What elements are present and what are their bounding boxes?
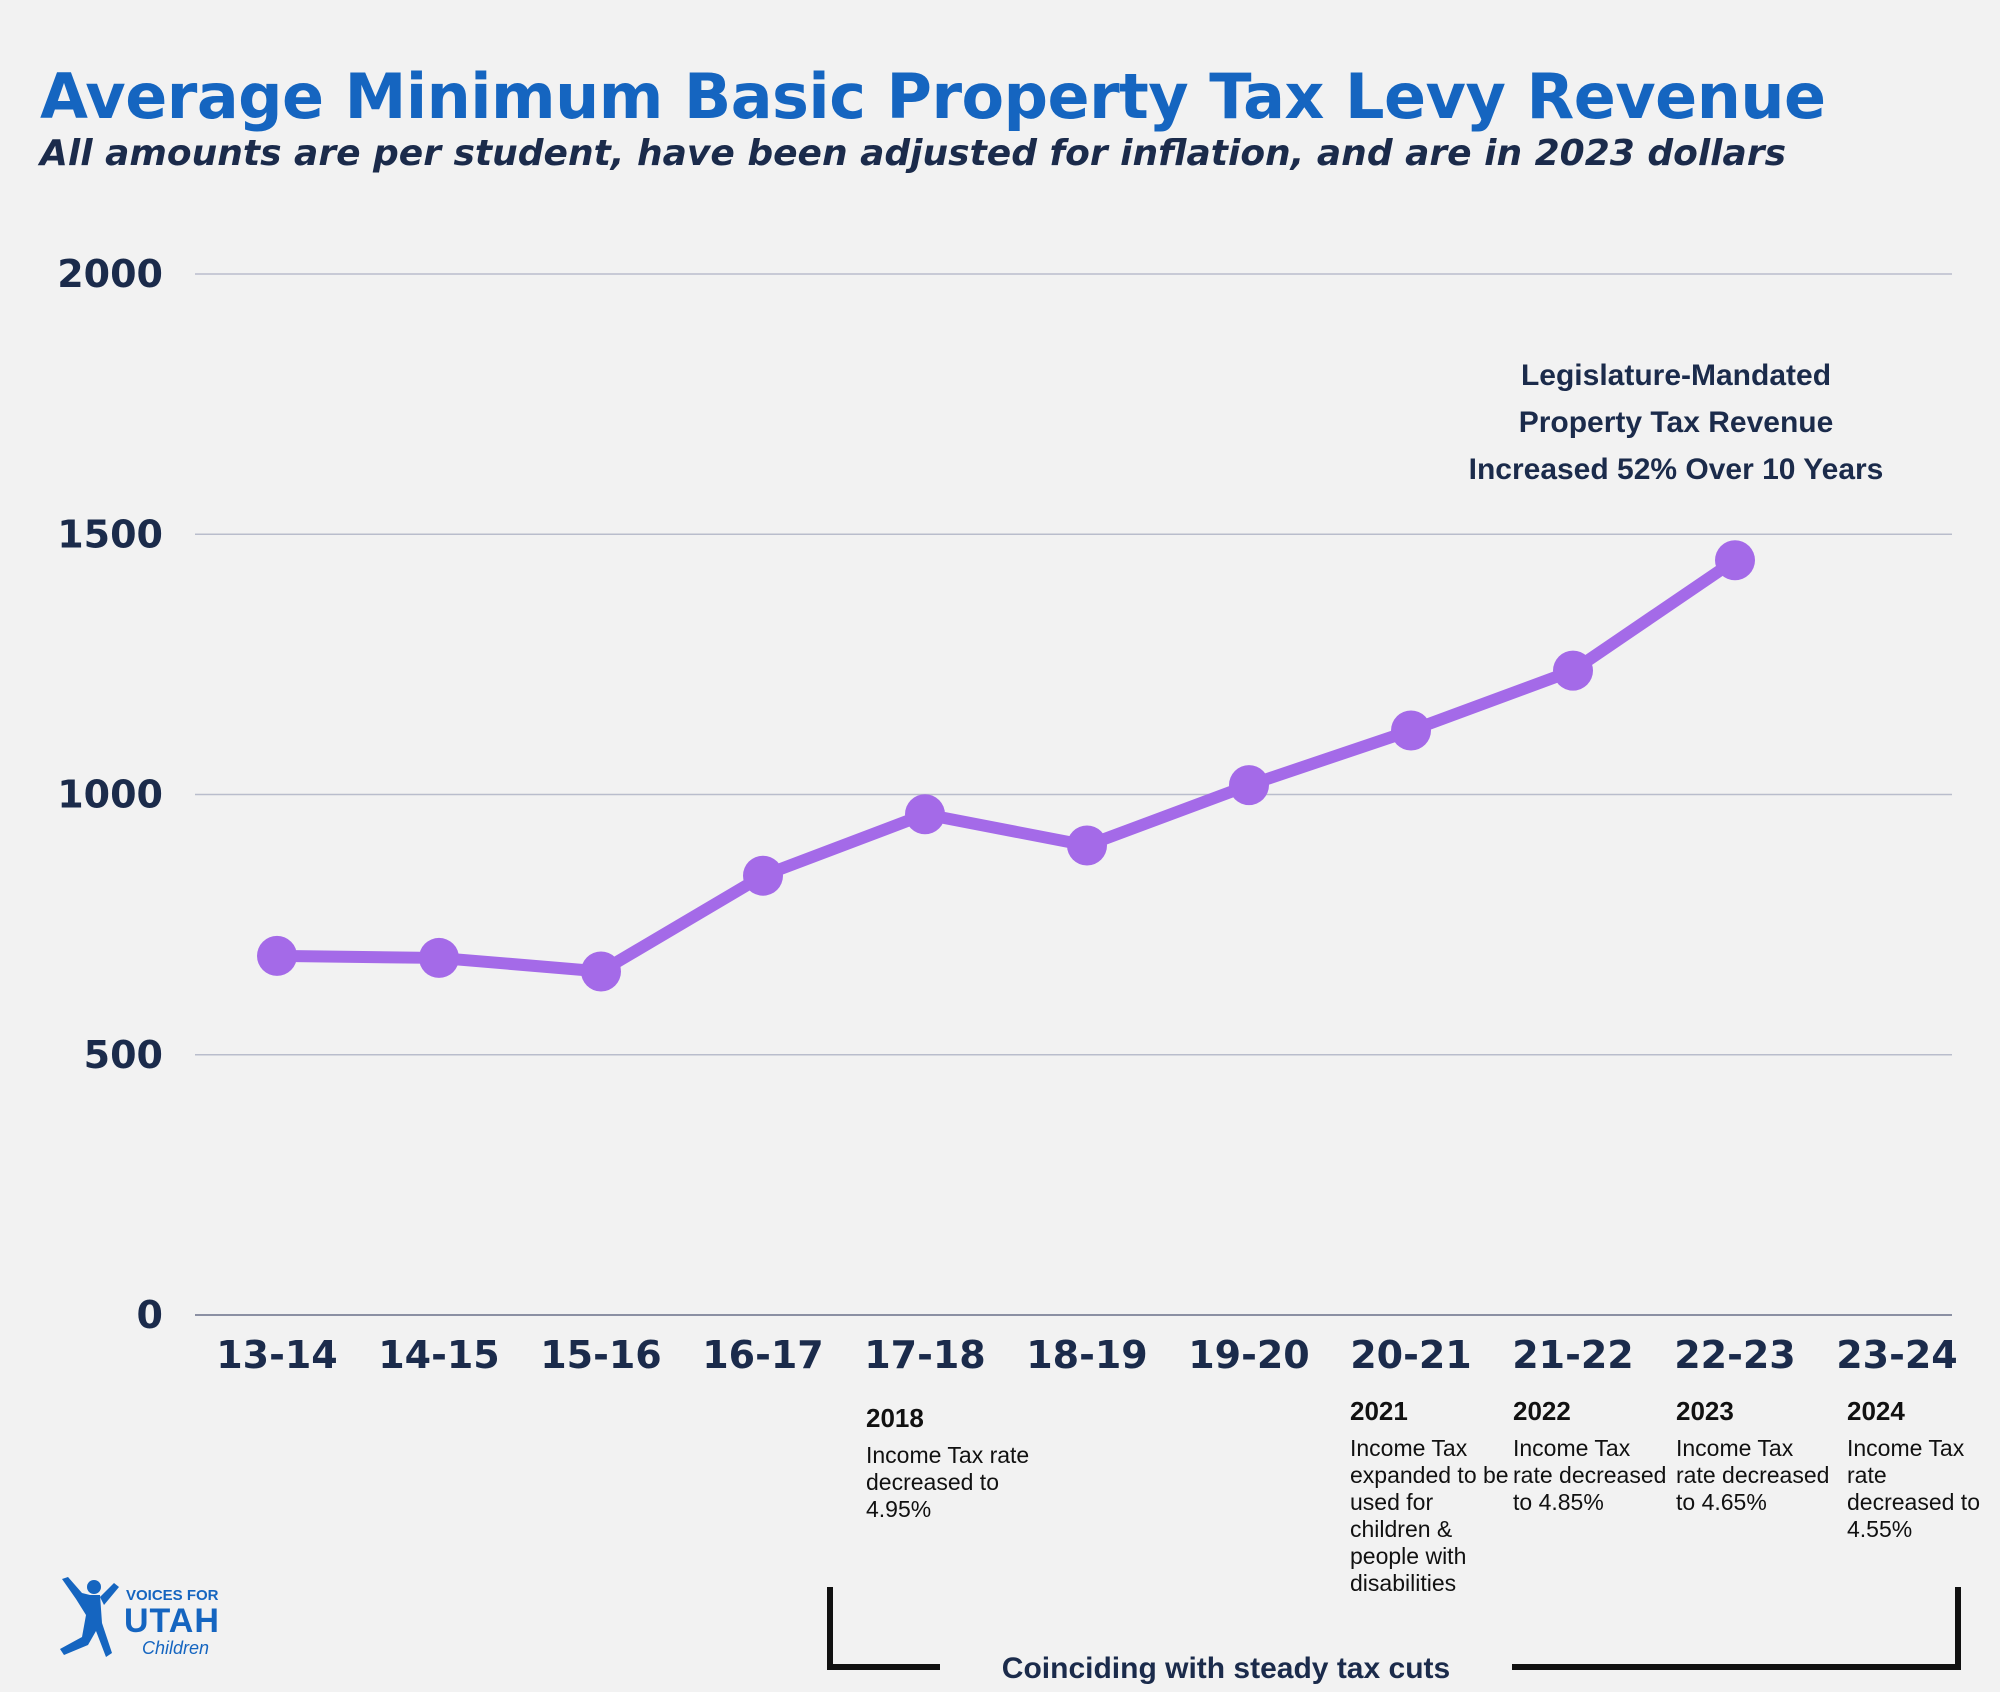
note-text: Income Tax rate decreased to 4.55% <box>1847 1435 1980 1542</box>
note-year: 2024 <box>1847 1396 1905 1426</box>
note-year: 2018 <box>866 1403 924 1433</box>
note-text: Income Tax rate decreased to 4.65% <box>1676 1435 1830 1515</box>
x-tick-label-17-18: 17-18 <box>864 1333 986 1377</box>
y-axis-ticks: 0 500 1000 1500 2000 <box>57 252 163 1337</box>
x-tick-label-22-23: 22-23 <box>1674 1333 1796 1377</box>
chart-subtitle: All amounts are per student, have been a… <box>40 133 1786 174</box>
note-year: 2023 <box>1676 1396 1734 1426</box>
annotation-line-2: Increased 52% Over 10 Years <box>1469 453 1884 486</box>
note-2021: 2021 Income Tax expanded to be used for … <box>1350 1396 1510 1597</box>
x-tick-label-18-19: 18-19 <box>1026 1333 1148 1377</box>
note-2023: 2023 Income Tax rate decreased to 4.65% <box>1676 1396 1836 1516</box>
tax-cuts-bracket: Coinciding with steady tax cuts <box>827 1587 1961 1685</box>
data-point-21-22 <box>1553 650 1593 691</box>
x-tick-label-13-14: 13-14 <box>216 1333 338 1377</box>
logo-text-utah: UTAH <box>124 1602 220 1640</box>
jumping-child-icon <box>60 1577 119 1657</box>
data-point-19-20 <box>1229 765 1269 806</box>
gridlines <box>195 273 1952 1316</box>
logo-text-children: Children <box>142 1638 210 1658</box>
x-axis-ticks: 13-14 14-15 15-16 16-17 17-18 18-19 19-20 20-21… <box>216 1333 1958 1377</box>
data-point-20-21 <box>1391 710 1431 751</box>
note-2018: 2018 Income Tax rate decreased to 4.95% <box>866 1403 1046 1523</box>
annotation-line-1: Property Tax Revenue <box>1519 406 1834 439</box>
annotation: Legislature-Mandated Property Tax Revenue… <box>1469 359 1884 486</box>
note-2022: 2022 Income Tax rate decreased to 4.85% <box>1513 1396 1673 1516</box>
x-tick-label-23-24: 23-24 <box>1836 1333 1958 1377</box>
data-point-13-14 <box>257 935 297 976</box>
note-text: Income Tax rate decreased to 4.95% <box>866 1442 1030 1522</box>
data-point-17-18 <box>905 794 945 835</box>
series-line-0 <box>271 554 1741 978</box>
y-tick-label-1500: 1500 <box>57 512 163 556</box>
bracket-left <box>827 1587 940 1670</box>
note-text: Income Tax expanded to be used for child… <box>1350 1435 1509 1596</box>
data-point-16-17 <box>743 855 783 896</box>
x-tick-label-21-22: 21-22 <box>1512 1333 1634 1377</box>
x-tick-label-14-15: 14-15 <box>378 1333 500 1377</box>
note-year: 2021 <box>1350 1396 1408 1426</box>
y-tick-label-0: 0 <box>137 1293 163 1337</box>
y-tick-label-1000: 1000 <box>57 773 163 817</box>
x-tick-label-16-17: 16-17 <box>702 1333 824 1377</box>
note-year: 2022 <box>1513 1396 1571 1426</box>
y-tick-label-2000: 2000 <box>57 252 163 296</box>
bracket-label: Coinciding with steady tax cuts <box>1002 1652 1450 1685</box>
voices-for-utah-children-logo: VOICES FOR UTAH Children <box>56 1575 246 1665</box>
chart-title: Average Minimum Basic Property Tax Levy … <box>40 60 1826 133</box>
data-point-18-19 <box>1067 825 1107 866</box>
bracket-right <box>1512 1587 1961 1670</box>
annotation-line-0: Legislature-Mandated <box>1521 359 1831 392</box>
note-2024: 2024 Income Tax rate decreased to 4.55% <box>1847 1396 1992 1543</box>
data-point-15-16 <box>581 951 621 992</box>
x-tick-label-20-21: 20-21 <box>1350 1333 1472 1377</box>
y-tick-label-500: 500 <box>84 1033 163 1077</box>
x-tick-label-19-20: 19-20 <box>1188 1333 1310 1377</box>
x-tick-label-15-16: 15-16 <box>540 1333 662 1377</box>
data-series <box>257 540 1755 992</box>
data-point-22-23 <box>1715 540 1755 581</box>
data-point-14-15 <box>419 937 459 978</box>
logo-text-voices-for: VOICES FOR <box>126 1587 219 1604</box>
note-text: Income Tax rate decreased to 4.85% <box>1513 1435 1667 1515</box>
